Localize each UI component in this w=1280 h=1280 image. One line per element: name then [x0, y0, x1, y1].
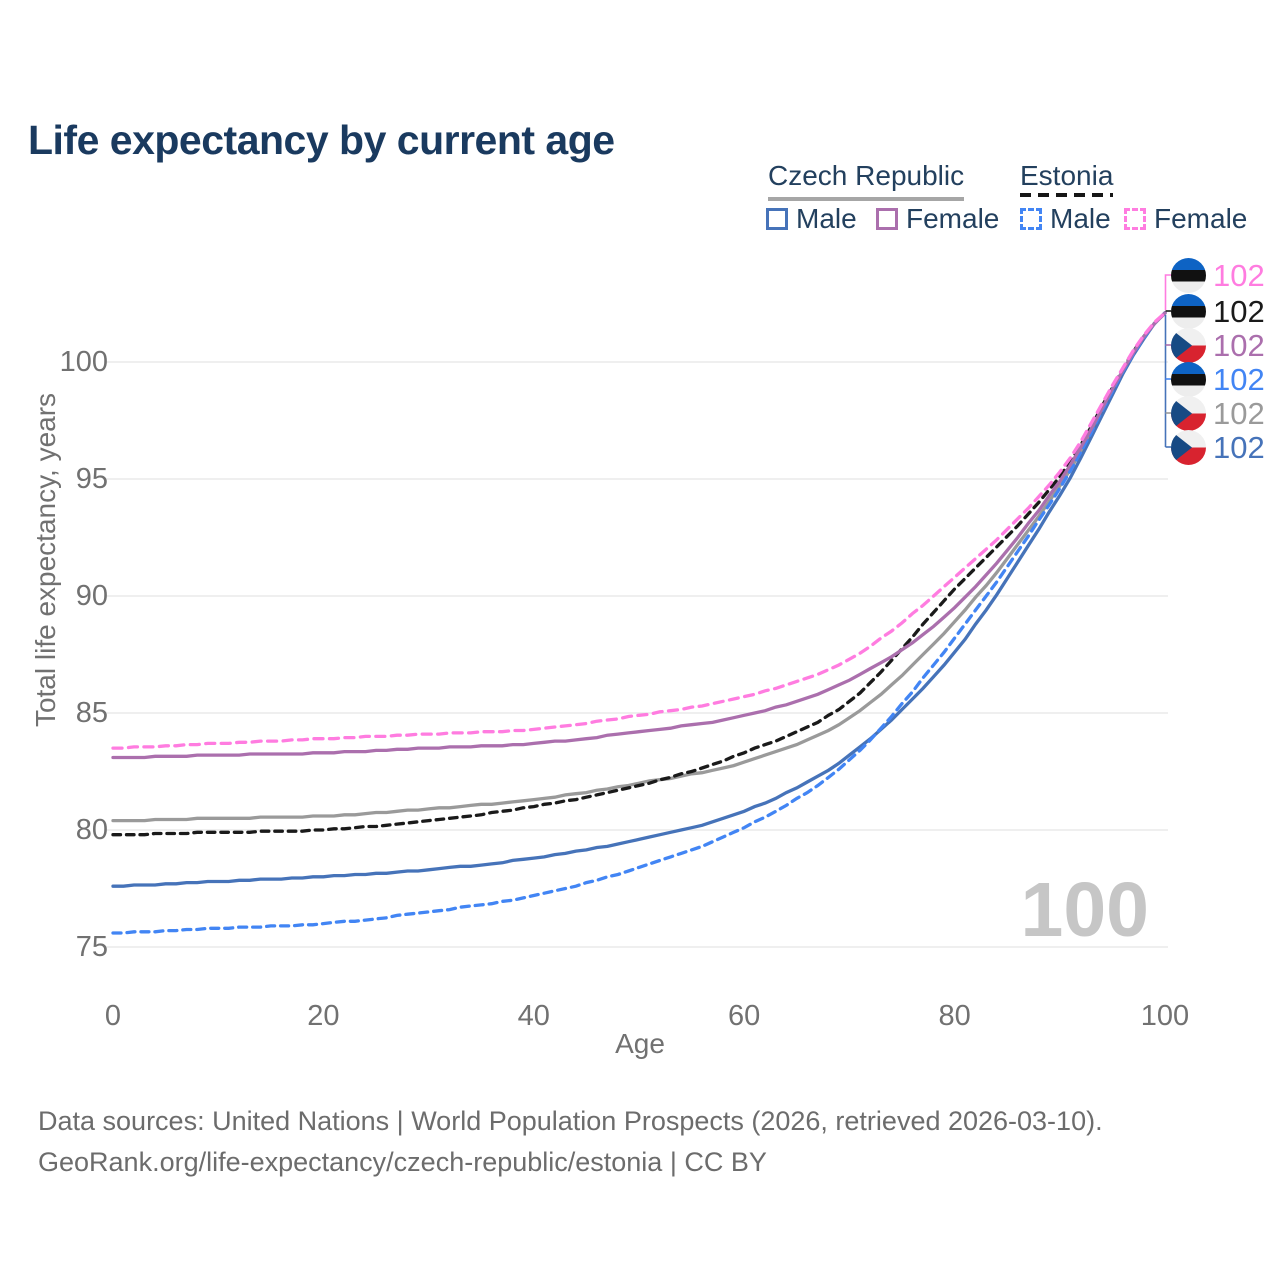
x-tick-60: 60	[728, 1000, 761, 1032]
legend-swatch-estonia-male	[1020, 208, 1042, 230]
x-tick-100: 100	[1140, 1000, 1190, 1032]
legend-group-label-czech-republic: Czech Republic	[768, 160, 965, 201]
x-axis-title: Age	[615, 1028, 665, 1059]
end-value-czech-republic-female: 102	[1213, 327, 1265, 363]
series-line-estonia-total	[111, 311, 1167, 837]
end-label-estonia-total: 102	[1171, 293, 1265, 329]
end-value-czech-republic-total: 102	[1213, 395, 1265, 431]
legend-swatch-czech-republic-male	[766, 208, 788, 230]
czech-flag-icon	[1171, 395, 1206, 431]
czech-flag-icon	[1171, 429, 1206, 465]
legend-group-estonia: Estonia	[1020, 160, 1114, 197]
age-counter-watermark: 100	[1020, 867, 1149, 953]
y-tick-95: 95	[75, 463, 108, 495]
y-tick-80: 80	[75, 814, 108, 846]
legend-swatch-czech-republic-female	[876, 208, 898, 230]
legend-item-estonia-female[interactable]: Female	[1124, 203, 1247, 235]
legend-item-label: Female	[906, 203, 1000, 234]
series-line-estonia-male	[111, 311, 1167, 935]
legend-swatch-estonia-female	[1124, 208, 1146, 230]
end-value-estonia-female: 102	[1213, 257, 1265, 293]
y-tick-100: 100	[59, 346, 108, 378]
end-label-czech-republic-female: 102	[1171, 327, 1265, 363]
y-tick-75: 75	[75, 931, 108, 963]
end-label-estonia-male: 102	[1171, 361, 1265, 397]
page-title: Life expectancy by current age	[28, 117, 615, 164]
legend-item-label: Male	[796, 203, 857, 234]
legend-group-czech-republic: Czech Republic	[768, 160, 965, 201]
czech-flag-icon	[1171, 327, 1206, 363]
y-axis-title: Total life expectancy, years	[30, 392, 61, 728]
leader-estonia-female	[1164, 274, 1171, 310]
x-tick-40: 40	[517, 1000, 550, 1032]
series-line-czech-republic-total	[111, 311, 1167, 823]
end-value-estonia-total: 102	[1213, 293, 1265, 329]
end-label-czech-republic-male: 102	[1171, 429, 1265, 465]
attribution-link-text: GeoRank.org/life-expectancy/czech-republ…	[38, 1147, 767, 1177]
y-tick-90: 90	[75, 580, 108, 612]
estonia-flag-icon	[1171, 293, 1206, 329]
end-label-czech-republic-total: 102	[1171, 395, 1265, 431]
end-label-estonia-female: 102	[1171, 257, 1265, 293]
legend-item-czech-republic-male[interactable]: Male	[766, 203, 857, 235]
legend-item-label: Male	[1050, 203, 1111, 234]
series-line-czech-republic-male	[111, 311, 1167, 888]
y-tick-85: 85	[75, 697, 108, 729]
legend-group-label-estonia: Estonia	[1020, 160, 1114, 197]
series-line-estonia-female	[111, 311, 1167, 750]
legend-item-label: Female	[1154, 203, 1248, 234]
end-value-czech-republic-male: 102	[1213, 429, 1265, 465]
estonia-flag-icon	[1171, 257, 1206, 293]
legend-item-czech-republic-female[interactable]: Female	[876, 203, 999, 235]
series-line-czech-republic-female	[111, 311, 1167, 760]
legend-item-estonia-male[interactable]: Male	[1020, 203, 1111, 235]
end-value-estonia-male: 102	[1213, 361, 1265, 397]
x-tick-0: 0	[104, 1000, 122, 1032]
x-tick-80: 80	[938, 1000, 971, 1032]
data-sources-text: Data sources: United Nations | World Pop…	[38, 1106, 1103, 1136]
x-tick-20: 20	[307, 1000, 340, 1032]
estonia-flag-icon	[1171, 361, 1206, 397]
